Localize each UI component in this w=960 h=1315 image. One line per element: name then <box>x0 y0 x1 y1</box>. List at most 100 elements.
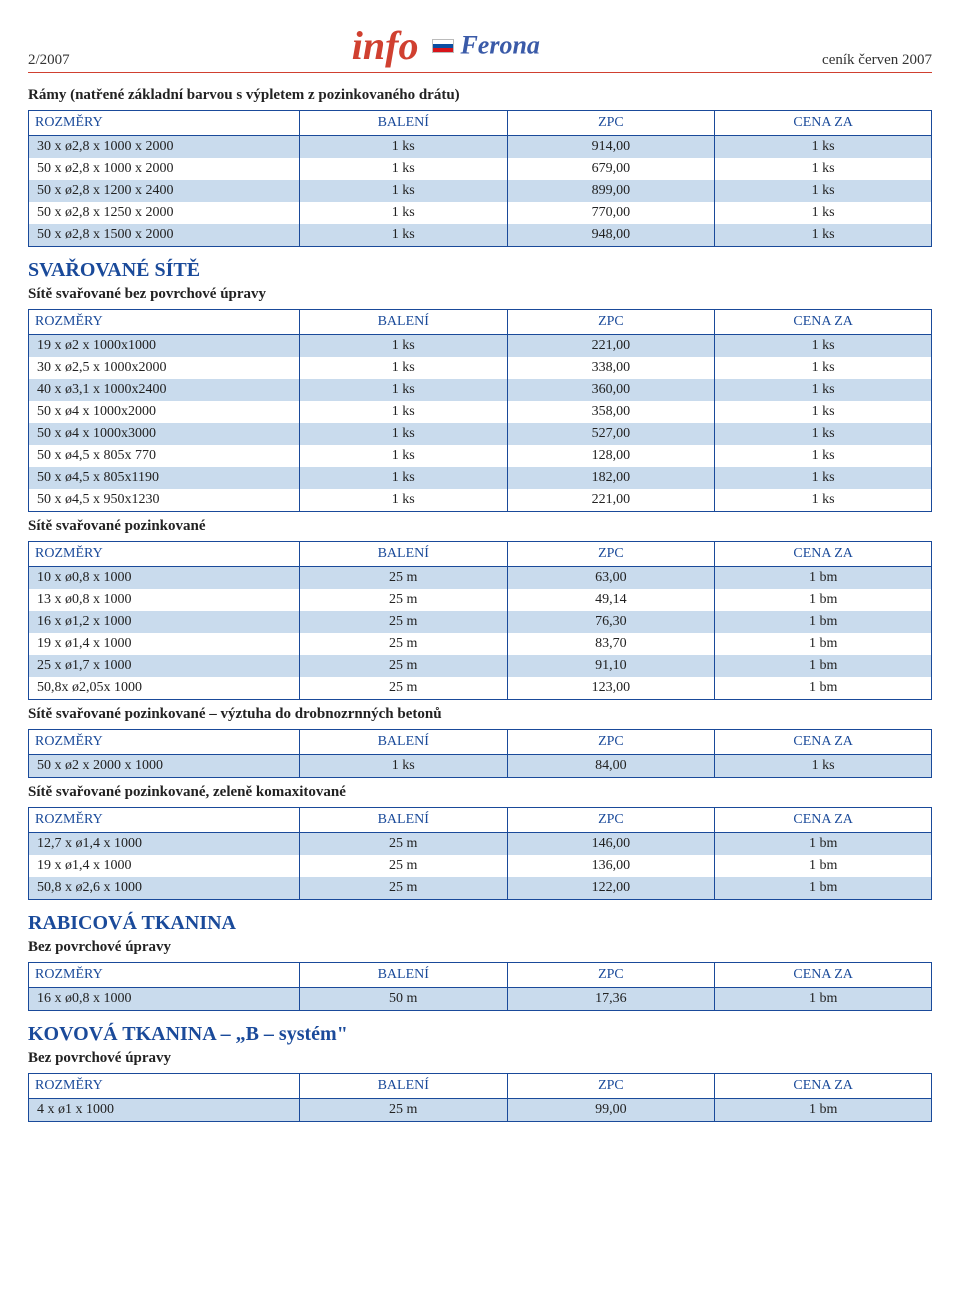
table-cell: 1 bm <box>715 833 932 856</box>
section-heading: RABICOVÁ TKANINA <box>28 912 932 935</box>
table-cell: 221,00 <box>507 335 715 358</box>
table-cell: 770,00 <box>507 202 715 224</box>
table-cell: 50 x ø2,8 x 1200 x 2400 <box>29 180 300 202</box>
table-header: BALENÍ <box>299 542 507 567</box>
table-header: BALENÍ <box>299 1074 507 1099</box>
table-cell: 221,00 <box>507 489 715 512</box>
table-header: CENA ZA <box>715 963 932 988</box>
table-cell: 50 x ø4 x 1000x2000 <box>29 401 300 423</box>
table-header: ZPC <box>507 808 715 833</box>
table-cell: 1 ks <box>715 357 932 379</box>
table-cell: 50,8 x ø2,6 x 1000 <box>29 877 300 900</box>
table-cell: 1 ks <box>299 224 507 247</box>
table-cell: 1 ks <box>715 158 932 180</box>
table-cell: 10 x ø0,8 x 1000 <box>29 567 300 590</box>
table-cell: 1 ks <box>715 136 932 159</box>
content: Rámy (natřené základní barvou s výpletem… <box>28 87 932 1122</box>
table-cell: 84,00 <box>507 755 715 778</box>
table-header: CENA ZA <box>715 310 932 335</box>
section-title: Rámy (natřené základní barvou s výpletem… <box>28 87 932 104</box>
table-cell: 1 ks <box>299 158 507 180</box>
table-row: 50 x ø2,8 x 1250 x 20001 ks770,001 ks <box>29 202 932 224</box>
table-cell: 30 x ø2,5 x 1000x2000 <box>29 357 300 379</box>
table-row: 50,8x ø2,05x 100025 m123,001 bm <box>29 677 932 700</box>
table-row: 50 x ø2,8 x 1000 x 20001 ks679,001 ks <box>29 158 932 180</box>
table-cell: 25 m <box>299 589 507 611</box>
table-cell: 1 ks <box>299 489 507 512</box>
table-cell: 25 m <box>299 655 507 677</box>
table-cell: 99,00 <box>507 1099 715 1122</box>
table-row: 50 x ø4,5 x 805x 7701 ks128,001 ks <box>29 445 932 467</box>
table-cell: 16 x ø1,2 x 1000 <box>29 611 300 633</box>
table-cell: 4 x ø1 x 1000 <box>29 1099 300 1122</box>
page-header: 2/2007 info Ferona ceník červen 2007 <box>28 22 932 73</box>
section-heading: SVAŘOVANÉ SÍTĚ <box>28 259 932 282</box>
table-cell: 50 m <box>299 988 507 1011</box>
section-subtitle: Sítě svařované pozinkované – výztuha do … <box>28 706 932 723</box>
table-cell: 1 bm <box>715 1099 932 1122</box>
table-cell: 1 ks <box>299 467 507 489</box>
table-cell: 1 bm <box>715 677 932 700</box>
table-header: BALENÍ <box>299 310 507 335</box>
page: 2/2007 info Ferona ceník červen 2007 Rám… <box>0 0 960 1158</box>
table-cell: 40 x ø3,1 x 1000x2400 <box>29 379 300 401</box>
table-header: ROZMĚRY <box>29 730 300 755</box>
table-cell: 1 ks <box>299 136 507 159</box>
table-row: 50 x ø4 x 1000x20001 ks358,001 ks <box>29 401 932 423</box>
table-cell: 1 ks <box>715 401 932 423</box>
table-cell: 1 ks <box>299 423 507 445</box>
table-row: 50 x ø4,5 x 950x12301 ks221,001 ks <box>29 489 932 512</box>
table-cell: 1 ks <box>715 489 932 512</box>
table-cell: 50 x ø2,8 x 1000 x 2000 <box>29 158 300 180</box>
table-cell: 19 x ø2 x 1000x1000 <box>29 335 300 358</box>
price-table: ROZMĚRYBALENÍZPCCENA ZA30 x ø2,8 x 1000 … <box>28 110 932 247</box>
table-cell: 1 ks <box>299 357 507 379</box>
table-cell: 123,00 <box>507 677 715 700</box>
table-cell: 91,10 <box>507 655 715 677</box>
table-header: ROZMĚRY <box>29 111 300 136</box>
table-row: 4 x ø1 x 100025 m99,001 bm <box>29 1099 932 1122</box>
table-row: 25 x ø1,7 x 100025 m91,101 bm <box>29 655 932 677</box>
section-subtitle: Bez povrchové úpravy <box>28 1050 932 1067</box>
price-table: ROZMĚRYBALENÍZPCCENA ZA19 x ø2 x 1000x10… <box>28 309 932 512</box>
price-table: ROZMĚRYBALENÍZPCCENA ZA4 x ø1 x 100025 m… <box>28 1073 932 1122</box>
price-table: ROZMĚRYBALENÍZPCCENA ZA50 x ø2 x 2000 x … <box>28 729 932 778</box>
section-subtitle: Bez povrchové úpravy <box>28 939 932 956</box>
table-cell: 182,00 <box>507 467 715 489</box>
price-table: ROZMĚRYBALENÍZPCCENA ZA12,7 x ø1,4 x 100… <box>28 807 932 900</box>
table-cell: 1 ks <box>715 335 932 358</box>
table-cell: 358,00 <box>507 401 715 423</box>
table-header: CENA ZA <box>715 730 932 755</box>
table-header: ROZMĚRY <box>29 963 300 988</box>
table-cell: 1 ks <box>299 180 507 202</box>
table-header: ZPC <box>507 111 715 136</box>
table-header: ROZMĚRY <box>29 310 300 335</box>
table-cell: 25 m <box>299 567 507 590</box>
table-cell: 25 m <box>299 611 507 633</box>
price-table: ROZMĚRYBALENÍZPCCENA ZA16 x ø0,8 x 10005… <box>28 962 932 1011</box>
table-row: 19 x ø2 x 1000x10001 ks221,001 ks <box>29 335 932 358</box>
table-cell: 136,00 <box>507 855 715 877</box>
table-row: 40 x ø3,1 x 1000x24001 ks360,001 ks <box>29 379 932 401</box>
section-subtitle: Sítě svařované bez povrchové úpravy <box>28 286 932 303</box>
table-row: 50 x ø4 x 1000x30001 ks527,001 ks <box>29 423 932 445</box>
price-table: ROZMĚRYBALENÍZPCCENA ZA10 x ø0,8 x 10002… <box>28 541 932 700</box>
table-cell: 1 bm <box>715 567 932 590</box>
table-cell: 50 x ø4 x 1000x3000 <box>29 423 300 445</box>
table-row: 50,8 x ø2,6 x 100025 m122,001 bm <box>29 877 932 900</box>
table-cell: 50 x ø2 x 2000 x 1000 <box>29 755 300 778</box>
table-cell: 1 bm <box>715 988 932 1011</box>
table-cell: 1 ks <box>715 224 932 247</box>
table-row: 19 x ø1,4 x 100025 m136,001 bm <box>29 855 932 877</box>
table-cell: 527,00 <box>507 423 715 445</box>
table-row: 50 x ø2,8 x 1200 x 24001 ks899,001 ks <box>29 180 932 202</box>
table-header: BALENÍ <box>299 808 507 833</box>
table-cell: 338,00 <box>507 357 715 379</box>
table-cell: 899,00 <box>507 180 715 202</box>
table-cell: 1 bm <box>715 611 932 633</box>
table-cell: 1 bm <box>715 589 932 611</box>
table-cell: 12,7 x ø1,4 x 1000 <box>29 833 300 856</box>
table-header: CENA ZA <box>715 1074 932 1099</box>
table-cell: 1 bm <box>715 633 932 655</box>
table-row: 19 x ø1,4 x 100025 m83,701 bm <box>29 633 932 655</box>
